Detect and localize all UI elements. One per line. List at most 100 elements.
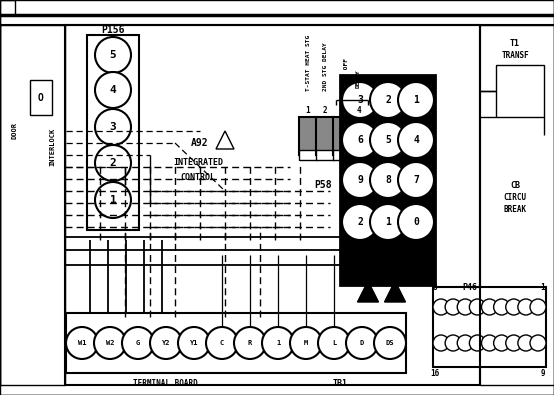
Circle shape bbox=[398, 162, 434, 198]
Text: DELAY: DELAY bbox=[356, 70, 361, 88]
Text: HEAT OFF: HEAT OFF bbox=[343, 58, 348, 88]
Text: 4: 4 bbox=[413, 135, 419, 145]
Text: INTERLOCK: INTERLOCK bbox=[49, 128, 55, 166]
Text: P46: P46 bbox=[463, 282, 478, 292]
Circle shape bbox=[518, 335, 534, 351]
Circle shape bbox=[518, 299, 534, 315]
Text: 9: 9 bbox=[541, 369, 545, 378]
Circle shape bbox=[494, 335, 510, 351]
Text: 4: 4 bbox=[110, 85, 116, 95]
Text: 1: 1 bbox=[541, 282, 545, 292]
Text: 5: 5 bbox=[385, 135, 391, 145]
Bar bbox=[350, 117, 368, 155]
Bar bbox=[340, 75, 435, 285]
Text: TRANSF: TRANSF bbox=[501, 51, 529, 60]
Text: 2: 2 bbox=[357, 217, 363, 227]
Text: 2: 2 bbox=[322, 105, 327, 115]
Text: T1: T1 bbox=[510, 38, 520, 47]
Text: 8: 8 bbox=[385, 175, 391, 185]
Circle shape bbox=[290, 327, 322, 359]
Text: G: G bbox=[136, 340, 140, 346]
Text: CIRCU: CIRCU bbox=[504, 192, 526, 201]
Text: 1: 1 bbox=[110, 195, 116, 205]
Circle shape bbox=[374, 327, 406, 359]
Text: 3: 3 bbox=[340, 105, 345, 115]
Text: A92: A92 bbox=[191, 138, 209, 148]
Text: 2: 2 bbox=[393, 296, 397, 302]
Circle shape bbox=[234, 327, 266, 359]
Text: P58: P58 bbox=[314, 180, 332, 190]
Bar bbox=[0, 25, 65, 385]
Circle shape bbox=[318, 327, 350, 359]
Text: TERMINAL BOARD: TERMINAL BOARD bbox=[132, 378, 197, 387]
Polygon shape bbox=[384, 281, 406, 302]
Circle shape bbox=[150, 327, 182, 359]
Bar bbox=[87, 35, 139, 230]
Circle shape bbox=[457, 335, 473, 351]
Text: O: O bbox=[38, 93, 44, 103]
Bar bbox=[496, 65, 544, 117]
Circle shape bbox=[370, 122, 406, 158]
Text: 4: 4 bbox=[357, 105, 361, 115]
Text: Y2: Y2 bbox=[162, 340, 170, 346]
Circle shape bbox=[66, 327, 98, 359]
Circle shape bbox=[433, 335, 449, 351]
Text: W2: W2 bbox=[106, 340, 114, 346]
Circle shape bbox=[342, 162, 378, 198]
Circle shape bbox=[506, 335, 522, 351]
Text: 3: 3 bbox=[357, 95, 363, 105]
Circle shape bbox=[262, 327, 294, 359]
Circle shape bbox=[481, 335, 497, 351]
Text: 1: 1 bbox=[366, 296, 370, 302]
Text: T-STAT HEAT STG: T-STAT HEAT STG bbox=[305, 35, 310, 91]
Text: 5: 5 bbox=[110, 50, 116, 60]
Bar bbox=[30, 80, 52, 115]
Circle shape bbox=[95, 37, 131, 73]
Circle shape bbox=[530, 299, 546, 315]
Bar bbox=[316, 117, 334, 155]
Text: 6: 6 bbox=[357, 135, 363, 145]
Circle shape bbox=[342, 122, 378, 158]
Text: D: D bbox=[360, 340, 364, 346]
Circle shape bbox=[342, 204, 378, 240]
Bar bbox=[333, 117, 351, 155]
Text: 2: 2 bbox=[385, 95, 391, 105]
Bar bbox=[316, 150, 334, 160]
Text: 1: 1 bbox=[385, 217, 391, 227]
Polygon shape bbox=[357, 281, 378, 302]
Circle shape bbox=[206, 327, 238, 359]
Circle shape bbox=[530, 335, 546, 351]
Circle shape bbox=[370, 162, 406, 198]
Circle shape bbox=[445, 335, 461, 351]
Circle shape bbox=[95, 109, 131, 145]
Text: 3: 3 bbox=[110, 122, 116, 132]
Bar bbox=[299, 150, 317, 160]
Text: L: L bbox=[332, 340, 336, 346]
Text: W1: W1 bbox=[78, 340, 86, 346]
Circle shape bbox=[433, 299, 449, 315]
Text: TB1: TB1 bbox=[332, 378, 347, 387]
Circle shape bbox=[95, 72, 131, 108]
Text: INTEGRATED: INTEGRATED bbox=[173, 158, 223, 167]
Circle shape bbox=[370, 82, 406, 118]
Text: 1: 1 bbox=[276, 340, 280, 346]
Text: 16: 16 bbox=[430, 369, 440, 378]
Circle shape bbox=[94, 327, 126, 359]
Text: 9: 9 bbox=[357, 175, 363, 185]
Circle shape bbox=[370, 204, 406, 240]
Text: P156: P156 bbox=[101, 25, 125, 35]
Text: 2ND STG DELAY: 2ND STG DELAY bbox=[322, 43, 327, 91]
Circle shape bbox=[398, 204, 434, 240]
Circle shape bbox=[398, 122, 434, 158]
Text: M: M bbox=[304, 340, 308, 346]
Text: BREAK: BREAK bbox=[504, 205, 526, 214]
Circle shape bbox=[445, 299, 461, 315]
Circle shape bbox=[481, 299, 497, 315]
Circle shape bbox=[178, 327, 210, 359]
Bar bbox=[433, 287, 546, 367]
Text: R: R bbox=[248, 340, 252, 346]
Circle shape bbox=[122, 327, 154, 359]
Circle shape bbox=[469, 335, 485, 351]
Bar bbox=[350, 150, 368, 160]
Text: 7: 7 bbox=[413, 175, 419, 185]
